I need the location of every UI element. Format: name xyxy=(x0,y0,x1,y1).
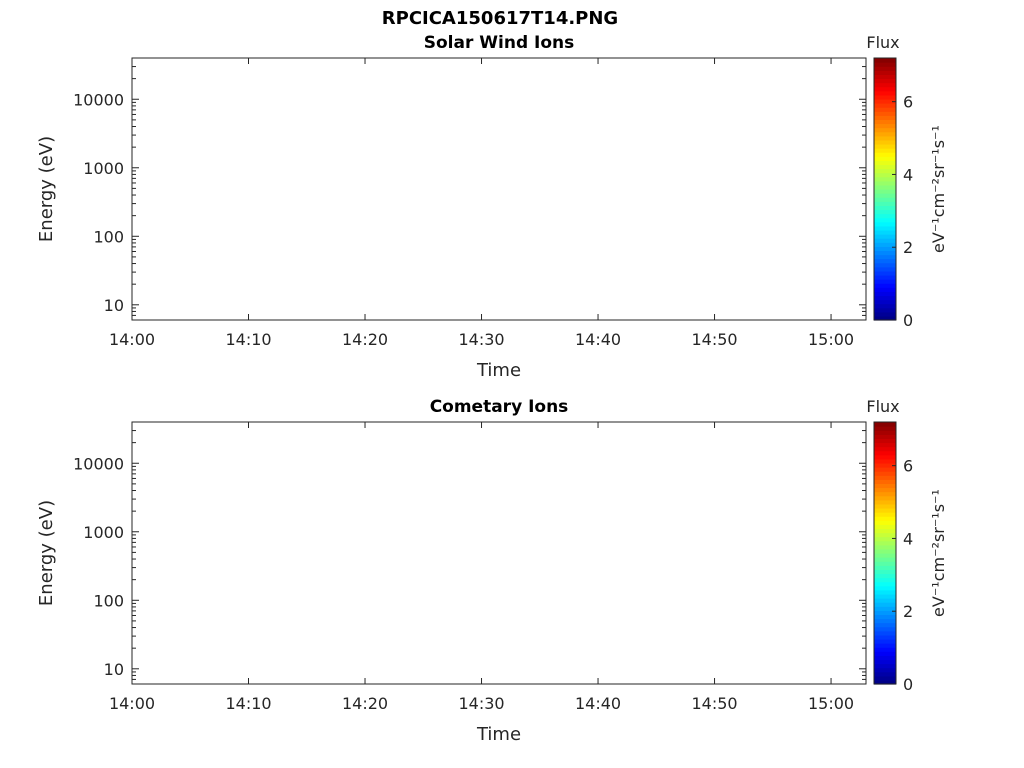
colorbar-step xyxy=(874,131,896,137)
colorbar-step xyxy=(874,193,896,198)
y-tick-label: 10000 xyxy=(73,90,124,109)
colorbar-step xyxy=(874,307,896,313)
colorbar-tick-label: 4 xyxy=(903,165,913,184)
colorbar-step xyxy=(874,58,896,63)
colorbar-step xyxy=(874,127,896,133)
colorbar-step xyxy=(874,201,896,206)
colorbar-tick-label: 0 xyxy=(903,311,913,330)
colorbar-step xyxy=(874,242,896,247)
colorbar-step xyxy=(874,172,896,178)
colorbar-step xyxy=(874,299,896,305)
colorbar-step xyxy=(874,258,896,264)
colorbar-step xyxy=(874,86,896,92)
x-tick-label: 14:50 xyxy=(691,330,737,349)
colorbar-step xyxy=(874,225,896,231)
colorbar-step xyxy=(874,197,896,202)
colorbar-step xyxy=(874,279,896,284)
colorbar-step xyxy=(874,303,896,309)
colorbar-step xyxy=(874,221,896,227)
colorbar-step xyxy=(874,123,896,129)
colorbar-step xyxy=(874,291,896,297)
colorbar-step xyxy=(874,180,896,186)
x-tick-label: 15:00 xyxy=(808,330,854,349)
colorbar-step xyxy=(874,148,896,153)
x-tick-label: 14:40 xyxy=(575,330,621,349)
colorbar-step xyxy=(874,238,896,243)
colorbar-step xyxy=(874,209,896,215)
colorbar-tick-label: 2 xyxy=(903,238,913,257)
colorbar-step xyxy=(874,111,896,116)
x-tick-label: 14:30 xyxy=(458,330,504,349)
x-tick-label: 14:20 xyxy=(342,330,388,349)
colorbar-step xyxy=(874,229,896,235)
colorbar-step xyxy=(874,115,896,120)
y-tick-label: 10 xyxy=(104,296,124,315)
colorbar-step xyxy=(874,274,896,280)
colorbar-step xyxy=(874,164,896,170)
colorbar-step xyxy=(874,156,896,161)
colorbar-title: Flux xyxy=(866,33,899,52)
colorbar-step xyxy=(874,205,896,211)
colorbar-step xyxy=(874,254,896,260)
y-tick-label: 100 xyxy=(93,227,124,246)
colorbar-step xyxy=(874,107,896,112)
colorbar-step xyxy=(874,266,896,272)
colorbar-step xyxy=(874,295,896,301)
colorbar-step xyxy=(874,213,896,219)
colorbar-step xyxy=(874,139,896,145)
colorbar-step xyxy=(874,262,896,268)
colorbar-step xyxy=(874,135,896,141)
colorbar-step xyxy=(874,90,896,96)
colorbar-step xyxy=(874,74,896,80)
figure-title: RPCICA150617T14.PNG xyxy=(382,8,618,29)
colorbar-step xyxy=(874,82,896,88)
colorbar-unit-label: eV⁻¹cm⁻²sr⁻¹s⁻¹ xyxy=(929,125,948,253)
colorbar-step xyxy=(874,98,896,104)
x-tick-label: 14:00 xyxy=(109,330,155,349)
colorbar-step xyxy=(874,283,896,288)
colorbar-step xyxy=(874,62,896,67)
y-axis-label: Energy (eV) xyxy=(36,136,57,242)
colorbar-step xyxy=(874,78,896,84)
colorbar-step xyxy=(874,94,896,100)
panel-title: Solar Wind Ions xyxy=(424,33,575,53)
colorbar-step xyxy=(874,311,896,317)
colorbar-step xyxy=(874,70,896,75)
x-tick-label: 14:10 xyxy=(225,330,271,349)
colorbar-step xyxy=(874,234,896,239)
colorbar-step xyxy=(874,315,896,321)
colorbar-frame xyxy=(873,57,897,321)
colorbar-step xyxy=(874,176,896,182)
colorbar: 0 2 4 6 Flux eV⁻¹cm⁻²sr⁻¹s⁻¹ xyxy=(866,33,948,330)
colorbar-step xyxy=(874,246,896,251)
colorbar-step xyxy=(874,143,896,149)
colorbar-step xyxy=(874,168,896,174)
colorbar-step xyxy=(874,184,896,190)
panel-title: Cometary Ions xyxy=(430,397,569,417)
x-axis-label: Time xyxy=(476,360,521,381)
colorbar-step xyxy=(874,217,896,223)
colorbar-step xyxy=(874,287,896,292)
colorbar-step xyxy=(874,66,896,71)
colorbar-step xyxy=(874,160,896,166)
plot-frame xyxy=(131,57,867,321)
colorbar-step xyxy=(874,152,896,157)
y-tick-label: 1000 xyxy=(83,159,124,178)
colorbar-tick-label: 6 xyxy=(903,93,913,112)
colorbar-step xyxy=(874,250,896,256)
solar-wind-ions-panel: Solar Wind Ions 14:00 14:10 14:20 14:30 14:40… xyxy=(36,33,948,381)
colorbar-step xyxy=(874,103,896,108)
colorbar-step xyxy=(874,189,896,194)
colorbar-step xyxy=(874,119,896,125)
colorbar-step xyxy=(874,270,896,276)
